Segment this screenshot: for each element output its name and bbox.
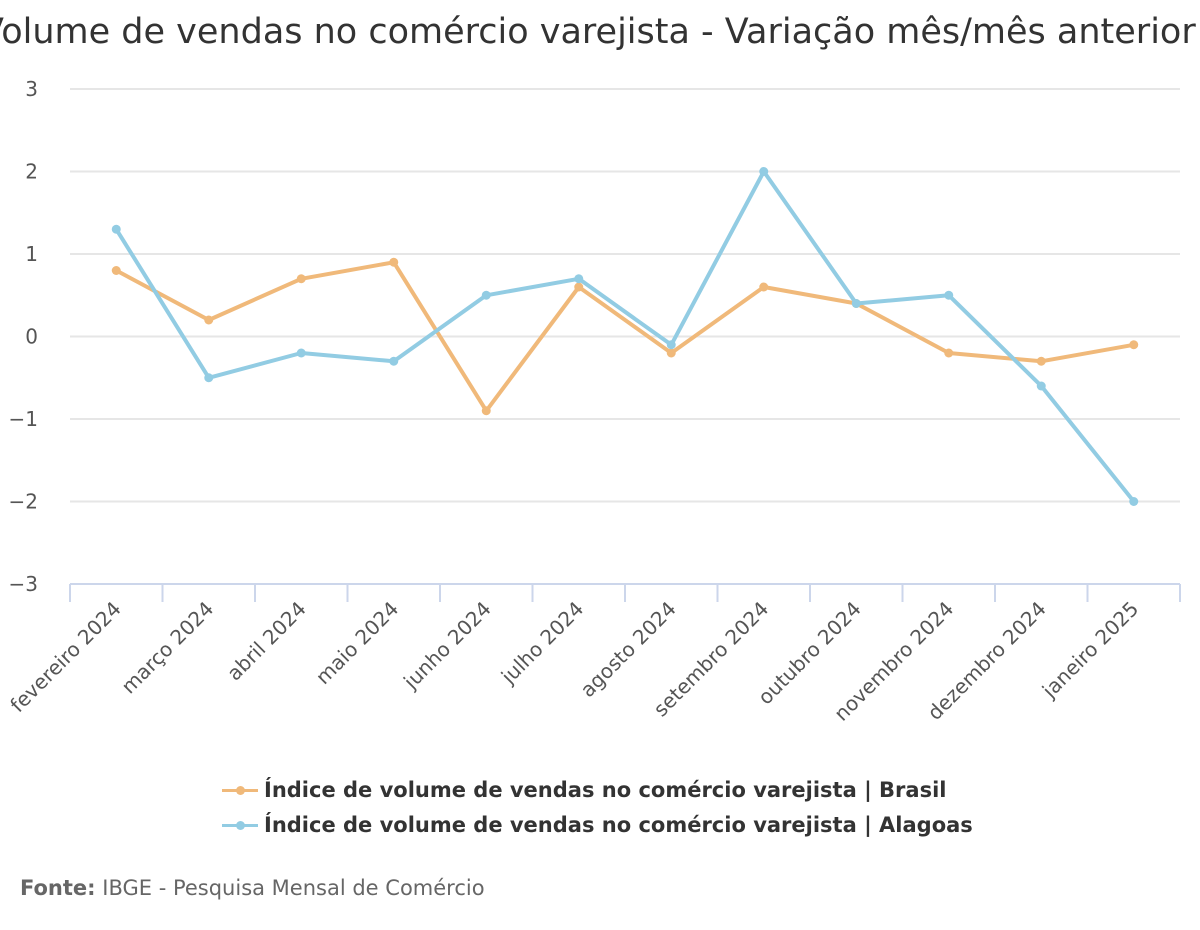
- data-point: [296, 348, 306, 358]
- x-tick-label: maio 2024: [311, 597, 403, 689]
- legend-item-alagoas[interactable]: Índice de volume de vendas no comércio v…: [222, 807, 973, 842]
- source-note: Fonte: IBGE - Pesquisa Mensal de Comérci…: [20, 876, 485, 900]
- data-point: [1036, 356, 1046, 366]
- data-point: [111, 224, 121, 234]
- legend-label-brasil: Índice de volume de vendas no comércio v…: [264, 777, 947, 802]
- y-tick-label: 1: [25, 242, 38, 266]
- legend-item-brasil[interactable]: Índice de volume de vendas no comércio v…: [222, 772, 973, 807]
- data-point: [1129, 340, 1139, 350]
- data-point: [574, 274, 584, 284]
- series-line-0: [114, 260, 1136, 413]
- data-point: [666, 340, 676, 350]
- chart-title: Volume de vendas no comércio varejista -…: [0, 12, 1200, 52]
- x-tick-label: fevereiro 2024: [5, 597, 125, 717]
- data-point: [389, 257, 399, 267]
- data-point: [296, 274, 306, 284]
- source-text: IBGE - Pesquisa Mensal de Comércio: [102, 876, 485, 900]
- x-tick-label: julho 2024: [496, 597, 589, 690]
- data-point: [759, 167, 769, 176]
- legend-swatch-brasil: [222, 780, 258, 800]
- legend-label-alagoas: Índice de volume de vendas no comércio v…: [264, 812, 973, 837]
- data-point: [1129, 497, 1139, 506]
- x-tick-label: agosto 2024: [575, 597, 680, 702]
- x-tick-label: junho 2024: [398, 597, 496, 695]
- x-tick-label: março 2024: [116, 597, 218, 699]
- data-point: [944, 348, 954, 358]
- data-point: [389, 356, 399, 366]
- data-point: [944, 290, 954, 300]
- y-tick-label: −1: [9, 407, 38, 431]
- data-point: [481, 290, 491, 300]
- y-tick-label: 3: [25, 77, 38, 101]
- data-point: [666, 348, 676, 358]
- data-point: [759, 282, 769, 292]
- y-tick-label: −3: [9, 572, 38, 596]
- x-tick-label: janeiro 2025: [1037, 597, 1144, 704]
- y-tick-label: −2: [9, 490, 38, 514]
- legend: Índice de volume de vendas no comércio v…: [222, 772, 973, 842]
- y-tick-label: 2: [25, 160, 38, 184]
- data-point: [204, 373, 214, 383]
- series-line-1: [114, 169, 1136, 504]
- x-tick-label: abril 2024: [222, 597, 311, 686]
- data-point: [851, 299, 861, 308]
- data-point: [574, 282, 584, 292]
- y-tick-label: 0: [25, 325, 38, 349]
- data-point: [481, 406, 491, 416]
- data-point: [1036, 381, 1046, 391]
- source-label: Fonte:: [20, 876, 96, 900]
- data-point: [204, 315, 214, 325]
- legend-swatch-alagoas: [222, 815, 258, 835]
- data-point: [111, 266, 121, 275]
